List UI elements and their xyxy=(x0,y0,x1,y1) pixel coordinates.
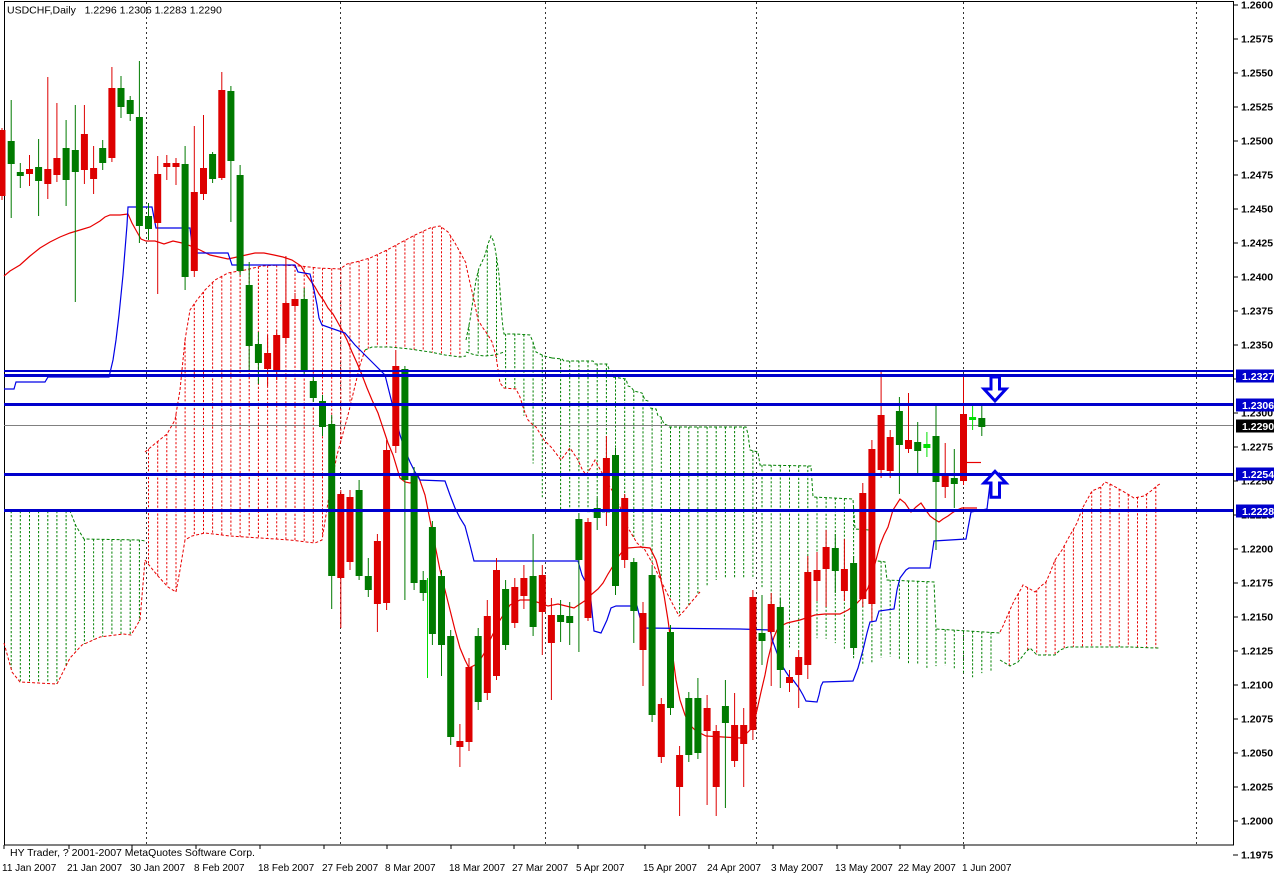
svg-text:USDCHF,Daily 1.2296 1.2306 1: USDCHF,Daily 1.2296 1.2306 1.2283 1.2290 xyxy=(7,5,222,17)
svg-text:1.2228: 1.2228 xyxy=(1242,506,1274,518)
svg-text:27 Mar 2007: 27 Mar 2007 xyxy=(512,863,569,874)
svg-text:1.2290: 1.2290 xyxy=(1242,421,1274,433)
svg-text:18 Mar 2007: 18 Mar 2007 xyxy=(449,863,506,874)
svg-text:13 May 2007: 13 May 2007 xyxy=(835,863,893,874)
svg-text:1.2025: 1.2025 xyxy=(1241,782,1273,794)
svg-text:21 Jan 2007: 21 Jan 2007 xyxy=(67,863,122,874)
svg-text:1.2525: 1.2525 xyxy=(1241,102,1273,114)
svg-text:1.2327: 1.2327 xyxy=(1242,371,1274,383)
svg-text:1 Jun 2007: 1 Jun 2007 xyxy=(962,863,1012,874)
svg-text:22 May 2007: 22 May 2007 xyxy=(898,863,956,874)
svg-text:18 Feb 2007: 18 Feb 2007 xyxy=(258,863,315,874)
svg-text:1.2175: 1.2175 xyxy=(1241,578,1273,590)
svg-text:1.2600: 1.2600 xyxy=(1241,0,1273,12)
svg-text:3 May 2007: 3 May 2007 xyxy=(771,863,824,874)
svg-text:1.2350: 1.2350 xyxy=(1241,340,1273,352)
svg-text:11 Jan 2007: 11 Jan 2007 xyxy=(2,863,57,874)
svg-text:24 Apr 2007: 24 Apr 2007 xyxy=(707,863,761,874)
svg-text:15 Apr 2007: 15 Apr 2007 xyxy=(643,863,697,874)
svg-text:1.2275: 1.2275 xyxy=(1241,442,1273,454)
svg-text:5 Apr 2007: 5 Apr 2007 xyxy=(576,863,625,874)
svg-text:1.2100: 1.2100 xyxy=(1241,680,1273,692)
svg-text:1.2075: 1.2075 xyxy=(1241,714,1273,726)
svg-text:1.2500: 1.2500 xyxy=(1241,136,1273,148)
svg-text:1.2575: 1.2575 xyxy=(1241,34,1273,46)
svg-text:30 Jan 2007: 30 Jan 2007 xyxy=(130,863,185,874)
svg-text:HY Trader, ? 2001-2007 MetaQuo: HY Trader, ? 2001-2007 MetaQuotes Softwa… xyxy=(10,847,255,859)
svg-text:8 Feb 2007: 8 Feb 2007 xyxy=(194,863,245,874)
svg-text:1.2306: 1.2306 xyxy=(1242,400,1274,412)
svg-text:1.2375: 1.2375 xyxy=(1241,306,1273,318)
svg-text:1.2254: 1.2254 xyxy=(1242,469,1274,481)
svg-text:1.2425: 1.2425 xyxy=(1241,238,1273,250)
svg-text:1.2000: 1.2000 xyxy=(1241,816,1273,828)
svg-text:1.2150: 1.2150 xyxy=(1241,612,1273,624)
svg-text:27 Feb 2007: 27 Feb 2007 xyxy=(322,863,379,874)
svg-text:1.2450: 1.2450 xyxy=(1241,204,1273,216)
svg-text:1.2125: 1.2125 xyxy=(1241,646,1273,658)
svg-text:1.2400: 1.2400 xyxy=(1241,272,1273,284)
svg-text:1.2550: 1.2550 xyxy=(1241,68,1273,80)
svg-text:1.2050: 1.2050 xyxy=(1241,748,1273,760)
svg-text:8 Mar 2007: 8 Mar 2007 xyxy=(385,863,436,874)
svg-text:1.2475: 1.2475 xyxy=(1241,170,1273,182)
svg-text:1.2200: 1.2200 xyxy=(1241,544,1273,556)
svg-text:1.1975: 1.1975 xyxy=(1241,850,1273,862)
